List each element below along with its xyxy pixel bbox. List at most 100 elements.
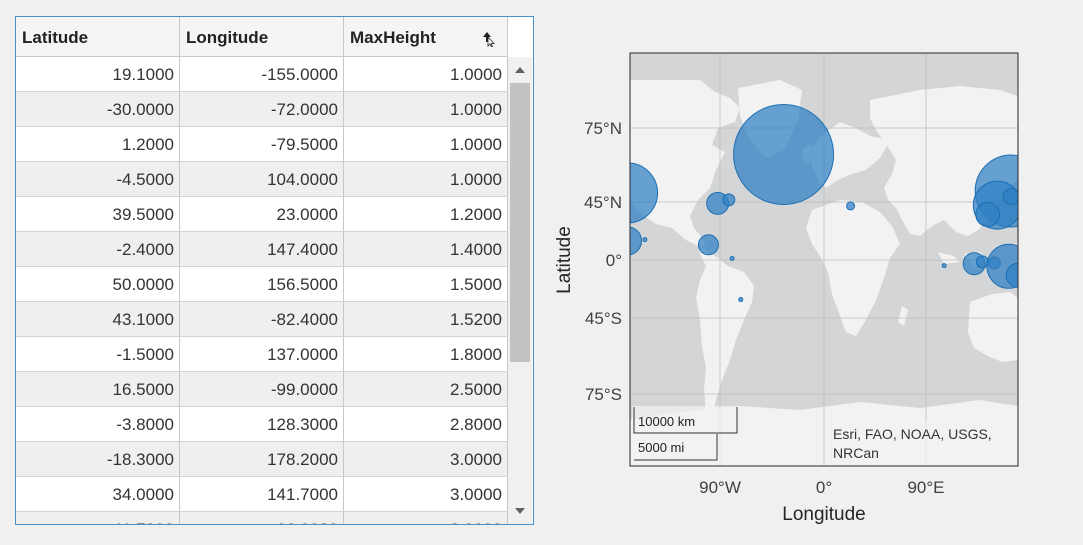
scrollbar-thumb[interactable] [510, 83, 530, 362]
table-cell-longitude[interactable]: 178.2000 [180, 442, 344, 476]
vertical-scrollbar[interactable] [508, 57, 532, 524]
scale-km-label: 10000 km [638, 414, 695, 429]
table-cell-latitude[interactable]: -18.3000 [16, 442, 180, 476]
bubble-marker[interactable] [846, 201, 856, 211]
bubble-marker[interactable] [1005, 262, 1030, 288]
table-row[interactable]: -1.5000 137.0000 1.8000 [16, 337, 508, 372]
table-cell-longitude[interactable]: -155.0000 [180, 57, 344, 91]
table-row[interactable]: -4.5000 104.0000 1.0000 [16, 162, 508, 197]
table-cell-maxheight[interactable]: 3.0000 [344, 477, 508, 511]
table-cell-maxheight[interactable]: 1.0000 [344, 92, 508, 126]
table-cell-latitude[interactable]: 50.0000 [16, 267, 180, 301]
table-cell-latitude[interactable]: 34.0000 [16, 477, 180, 511]
table-row[interactable]: 43.1000 -82.4000 1.5200 [16, 302, 508, 337]
table-cell-maxheight[interactable]: 1.5200 [344, 302, 508, 336]
table-row[interactable]: -30.0000 -72.0000 1.0000 [16, 92, 508, 127]
geobubble-map[interactable]: 10000 km 5000 mi Esri, FAO, NOAA, USGS, … [540, 40, 1083, 540]
map-frame [629, 52, 1019, 467]
scroll-up-button[interactable] [508, 59, 532, 81]
table-row[interactable]: 19.1000 -155.0000 1.0000 [16, 57, 508, 92]
bubble-marker[interactable] [733, 103, 835, 205]
table-cell-maxheight[interactable]: 1.5000 [344, 267, 508, 301]
table-cell-longitude[interactable]: -99.0000 [180, 372, 344, 406]
arrow-down-icon [515, 508, 525, 514]
lat-tick-0: 0° [606, 251, 622, 270]
table-cell-latitude[interactable]: 1.2000 [16, 127, 180, 161]
table-cell-maxheight[interactable]: 3.0000 [344, 442, 508, 476]
attribution-line-2: NRCan [833, 445, 879, 461]
bubble-marker[interactable] [975, 202, 1001, 228]
table-cell-maxheight[interactable]: 1.0000 [344, 127, 508, 161]
bubble-marker[interactable] [722, 193, 736, 207]
table-row[interactable]: 1.2000 -79.5000 1.0000 [16, 127, 508, 162]
table-cell-maxheight[interactable]: 1.2000 [344, 197, 508, 231]
attribution-line-1: Esri, FAO, NOAA, USGS, [833, 426, 992, 442]
bubble-marker[interactable] [614, 226, 643, 256]
table-cell-latitude[interactable]: -3.8000 [16, 407, 180, 441]
bubble-marker[interactable] [598, 162, 659, 224]
scale-bar: 10000 km 5000 mi [632, 406, 738, 464]
table-row[interactable]: 16.5000 -99.0000 2.5000 [16, 372, 508, 407]
lon-tick-90w: 90°W [699, 478, 741, 497]
table-cell-maxheight[interactable]: 1.4000 [344, 232, 508, 266]
lat-tick-45n: 45°N [584, 193, 622, 212]
table-row[interactable]: 41.700086.88303.0000 [16, 512, 508, 524]
table-header: Latitude Longitude MaxHeight [16, 17, 508, 57]
table-cell-maxheight[interactable]: 2.5000 [344, 372, 508, 406]
table-cell-maxheight[interactable]: 1.0000 [344, 162, 508, 196]
bubble-marker[interactable] [1002, 188, 1019, 206]
table-row[interactable]: 34.0000 141.7000 3.0000 [16, 477, 508, 512]
x-axis-label: Longitude [782, 504, 865, 525]
table-cell-latitude[interactable]: -2.4000 [16, 232, 180, 266]
bubble-marker[interactable] [738, 297, 744, 303]
table-cell-maxheight[interactable]: 1.0000 [344, 57, 508, 91]
table-cell-latitude[interactable]: -4.5000 [16, 162, 180, 196]
table-row[interactable]: -18.3000 178.2000 3.0000 [16, 442, 508, 477]
table-cell-longitude[interactable]: 147.4000 [180, 232, 344, 266]
table-cell-latitude[interactable]: 41.7000 [16, 512, 180, 524]
bubble-marker[interactable] [729, 255, 735, 261]
table-cell-latitude[interactable]: -1.5000 [16, 337, 180, 371]
table-cell-maxheight[interactable]: 1.8000 [344, 337, 508, 371]
table-cell-longitude[interactable]: -79.5000 [180, 127, 344, 161]
table-cell-longitude[interactable]: 23.0000 [180, 197, 344, 231]
table-cell-longitude[interactable]: 141.7000 [180, 477, 344, 511]
data-table[interactable]: Latitude Longitude MaxHeight 19.1000 -155… [15, 16, 534, 525]
column-header-label: MaxHeight [350, 28, 436, 47]
table-cell-longitude[interactable]: -72.0000 [180, 92, 344, 126]
table-cell-longitude[interactable]: 104.0000 [180, 162, 344, 196]
arrow-up-icon [515, 67, 525, 73]
lat-tick-75s: 75°S [585, 385, 622, 404]
bubble-marker[interactable] [697, 234, 719, 256]
scroll-down-button[interactable] [508, 500, 532, 522]
table-cell-longitude[interactable]: 156.5000 [180, 267, 344, 301]
bubble-layer [598, 103, 1030, 303]
column-header-longitude[interactable]: Longitude [180, 17, 344, 56]
table-row[interactable]: 39.5000 23.0000 1.2000 [16, 197, 508, 232]
scale-mi-label: 5000 mi [638, 440, 684, 455]
column-header-maxheight[interactable]: MaxHeight [344, 17, 508, 56]
table-row[interactable]: 50.0000 156.5000 1.5000 [16, 267, 508, 302]
table-cell-longitude[interactable]: 137.0000 [180, 337, 344, 371]
table-cell-maxheight[interactable]: 3.0000 [344, 512, 508, 524]
bubble-marker[interactable] [642, 237, 648, 243]
sort-ascending-icon[interactable] [478, 29, 496, 47]
lon-tick-0: 0° [816, 478, 832, 497]
table-cell-latitude[interactable]: 16.5000 [16, 372, 180, 406]
bubble-marker[interactable] [941, 263, 947, 269]
table-cell-longitude[interactable]: 128.3000 [180, 407, 344, 441]
table-cell-maxheight[interactable]: 2.8000 [344, 407, 508, 441]
y-axis-label: Latitude [554, 226, 575, 294]
table-body: 19.1000 -155.0000 1.0000 -30.0000 -72.0000 1.… [16, 57, 508, 524]
lon-tick-90e: 90°E [907, 478, 944, 497]
table-cell-latitude[interactable]: -30.0000 [16, 92, 180, 126]
table-cell-longitude[interactable]: 86.8830 [180, 512, 344, 524]
table-row[interactable]: -3.8000 128.3000 2.8000 [16, 407, 508, 442]
table-cell-latitude[interactable]: 19.1000 [16, 57, 180, 91]
lat-tick-75n: 75°N [584, 119, 622, 138]
table-cell-latitude[interactable]: 39.5000 [16, 197, 180, 231]
table-row[interactable]: -2.4000 147.4000 1.4000 [16, 232, 508, 267]
table-cell-latitude[interactable]: 43.1000 [16, 302, 180, 336]
table-cell-longitude[interactable]: -82.4000 [180, 302, 344, 336]
column-header-latitude[interactable]: Latitude [16, 17, 180, 56]
